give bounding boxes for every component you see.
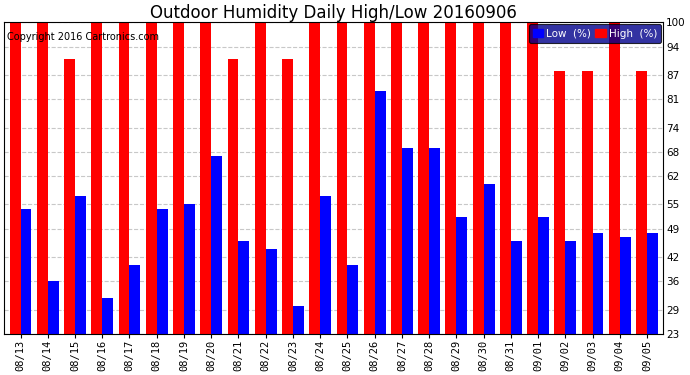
Bar (582, 71, 593, 334)
Bar (266, 249, 277, 334)
Bar (200, 22, 211, 334)
Bar (609, 22, 620, 334)
Bar (593, 233, 604, 334)
Bar (555, 71, 565, 334)
Bar (102, 298, 113, 334)
Legend: Low  (%), High  (%): Low (%), High (%) (529, 24, 661, 43)
Bar (527, 22, 538, 334)
Bar (119, 22, 130, 334)
Bar (309, 22, 320, 334)
Bar (418, 22, 429, 334)
Bar (337, 22, 348, 334)
Bar (146, 22, 157, 334)
Bar (91, 22, 102, 334)
Bar (500, 22, 511, 334)
Text: Copyright 2016 Cartronics.com: Copyright 2016 Cartronics.com (8, 32, 159, 42)
Bar (10, 22, 21, 334)
Bar (538, 217, 549, 334)
Bar (293, 306, 304, 334)
Bar (364, 22, 375, 334)
Bar (184, 204, 195, 334)
Bar (402, 148, 413, 334)
Bar (456, 217, 467, 334)
Bar (211, 156, 222, 334)
Bar (620, 237, 631, 334)
Bar (239, 241, 249, 334)
Bar (21, 209, 32, 334)
Bar (511, 241, 522, 334)
Bar (282, 59, 293, 334)
Bar (48, 281, 59, 334)
Bar (255, 22, 266, 334)
Bar (173, 22, 184, 334)
Bar (473, 22, 484, 334)
Bar (157, 209, 168, 334)
Bar (636, 71, 647, 334)
Bar (64, 59, 75, 334)
Bar (37, 22, 48, 334)
Bar (391, 22, 402, 334)
Bar (429, 148, 440, 334)
Bar (130, 265, 140, 334)
Bar (228, 59, 239, 334)
Bar (75, 196, 86, 334)
Bar (446, 22, 456, 334)
Title: Outdoor Humidity Daily High/Low 20160906: Outdoor Humidity Daily High/Low 20160906 (150, 4, 518, 22)
Bar (484, 184, 495, 334)
Bar (320, 196, 331, 334)
Bar (565, 241, 576, 334)
Bar (348, 265, 358, 334)
Bar (647, 233, 658, 334)
Bar (375, 91, 386, 334)
